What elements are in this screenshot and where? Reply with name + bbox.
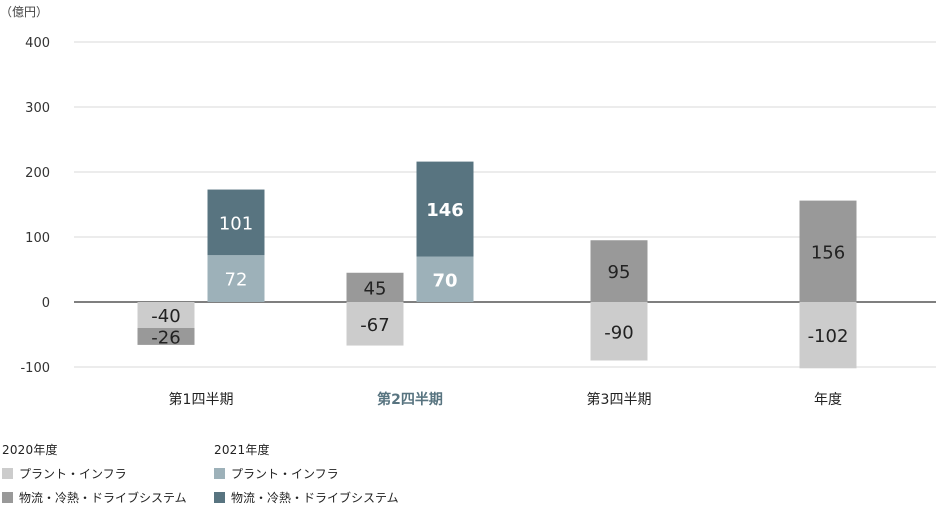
data-label: -67 xyxy=(360,315,389,336)
bar-2021年度---0 xyxy=(207,189,265,256)
bar-2020年度---3 xyxy=(799,200,857,302)
y-tick-label: -100 xyxy=(20,361,50,376)
legend-2021: 2021年度 プラント・インフラ 物流・冷熱・ドライブシステム xyxy=(214,441,399,514)
bar-2021年度---1 xyxy=(416,161,474,257)
bar-2020年度---1 xyxy=(346,302,404,346)
legend-group-title-2021: 2021年度 xyxy=(214,443,270,457)
legend-label-2021-logistics: 物流・冷熱・ドライブシステム xyxy=(231,490,399,505)
y-tick-label: 200 xyxy=(25,166,50,181)
x-category-label: 第2四半期 xyxy=(377,391,443,408)
bar-2020年度---3 xyxy=(799,302,857,369)
x-category-label: 年度 xyxy=(814,392,842,408)
legend-item-2021-plant: プラント・インフラ xyxy=(214,466,399,481)
legend-label-2020-logistics: 物流・冷熱・ドライブシステム xyxy=(19,490,187,505)
data-label: 45 xyxy=(364,278,387,299)
chart: （億円） -100 0 100 200 300 400 -40-26 72 101 -67 45 7… xyxy=(0,5,936,408)
y-axis-ticks: -100 0 100 200 300 400 xyxy=(20,36,50,376)
bar-2021年度---0 xyxy=(207,255,265,302)
y-tick-label: 300 xyxy=(25,101,50,116)
legend-item-2020-plant: プラント・インフラ xyxy=(2,466,187,481)
legend-label-2020-plant: プラント・インフラ xyxy=(19,466,127,481)
legend-item-2020-logistics: 物流・冷熱・ドライブシステム xyxy=(2,490,187,505)
data-label: -90 xyxy=(604,322,633,343)
legend-label-2021-plant: プラント・インフラ xyxy=(231,466,339,481)
data-label: 70 xyxy=(432,270,457,291)
data-label: 95 xyxy=(608,262,631,283)
x-axis-categories: 第1四半期 第2四半期 第3四半期 年度 xyxy=(169,391,842,408)
bar-2020年度---2 xyxy=(590,240,648,302)
data-label: -40 xyxy=(151,306,180,327)
x-category-label: 第3四半期 xyxy=(587,391,652,408)
legend-swatch-2020-plant xyxy=(2,467,13,479)
y-tick-label: 400 xyxy=(25,36,50,51)
bar-2021年度---1 xyxy=(416,256,474,302)
bar-2020年度---0 xyxy=(137,302,195,328)
y-tick-label: 100 xyxy=(25,231,50,246)
legend-2020: 2020年度 プラント・インフラ 物流・冷熱・ドライブシステム xyxy=(2,441,187,514)
data-label: -26 xyxy=(151,327,180,348)
y-tick-label: 0 xyxy=(42,296,50,311)
bar-2020年度---1 xyxy=(346,272,404,302)
data-label: -102 xyxy=(808,326,849,347)
legend-swatch-2020-logistics xyxy=(2,491,13,503)
legend-group-title-2020: 2020年度 xyxy=(2,443,58,457)
bar-2020年度---2 xyxy=(590,302,648,361)
legend-swatch-2021-logistics xyxy=(214,491,225,503)
legend-swatch-2021-plant xyxy=(214,467,225,479)
legend-item-2021-logistics: 物流・冷熱・ドライブシステム xyxy=(214,490,399,505)
data-labels: -40-26 72 101 -67 45 70 146 -90 95 -102 156 xyxy=(151,200,848,348)
data-label: 146 xyxy=(426,200,464,221)
data-label: 101 xyxy=(219,213,253,234)
bars xyxy=(137,161,857,369)
unit-label: （億円） xyxy=(0,5,48,19)
data-label: 72 xyxy=(225,270,248,291)
bar-2020年度---0 xyxy=(137,328,195,345)
data-label: 156 xyxy=(811,242,845,263)
x-category-label: 第1四半期 xyxy=(169,391,234,408)
